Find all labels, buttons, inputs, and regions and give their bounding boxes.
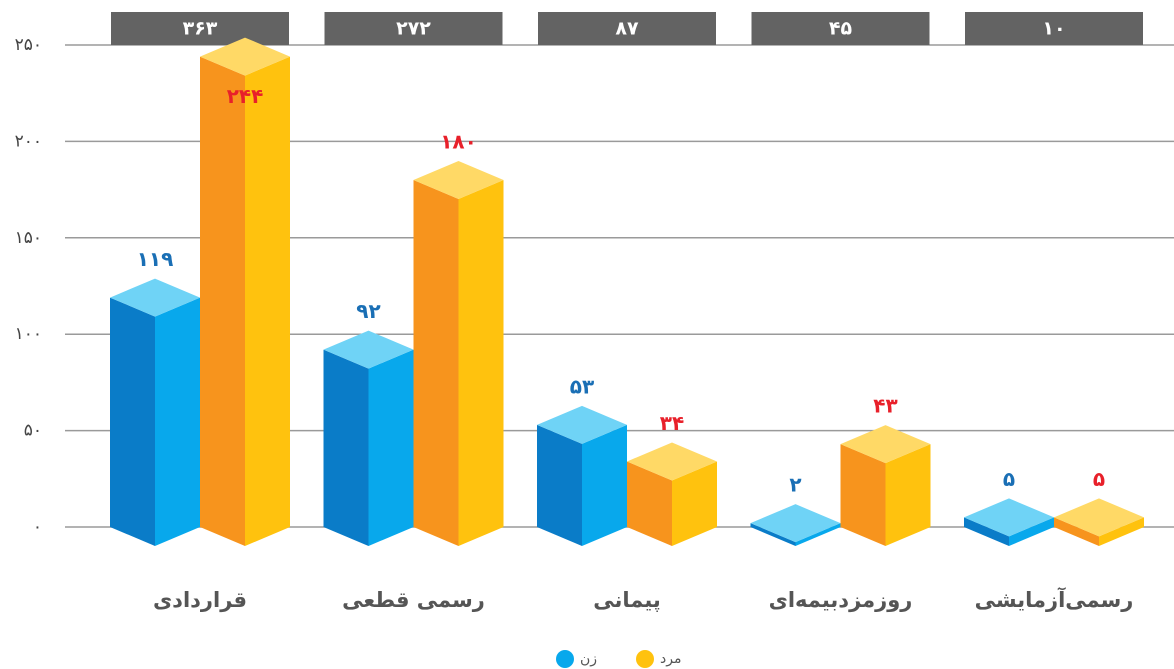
bar-right-face	[1099, 517, 1144, 546]
value-label: ۱۸۰	[440, 129, 477, 153]
bar	[750, 504, 841, 546]
bar-top	[413, 160, 504, 199]
bar-top	[200, 37, 290, 76]
bar-top	[627, 442, 717, 481]
bar-right-face	[582, 424, 627, 546]
total-box	[538, 12, 716, 45]
bar-left-face	[964, 517, 1009, 546]
y-tick-label: ۵۰	[24, 421, 42, 441]
legend-swatch	[556, 650, 574, 668]
bar	[627, 442, 717, 546]
y-tick-label: ۲۰۰	[15, 131, 42, 151]
x-tick-label: قراردادی	[153, 588, 247, 612]
total-box	[751, 12, 930, 45]
bar	[840, 425, 931, 546]
bar-top	[323, 330, 414, 369]
total-label: ۴۵	[829, 18, 853, 40]
value-label: ۳۴	[660, 411, 684, 435]
bar-left-face	[627, 461, 672, 546]
bar-left-face	[200, 56, 245, 547]
bar-right-face	[1009, 517, 1054, 546]
total-box	[965, 12, 1143, 45]
bar-left-face	[1054, 517, 1099, 546]
bar-top	[840, 425, 931, 464]
bar-left-face	[323, 349, 369, 546]
value-label: ۹۲	[356, 299, 380, 323]
bar-right-face	[795, 523, 841, 546]
value-label: ۵۳	[570, 374, 594, 398]
total-label: ۳۶۳	[183, 18, 218, 40]
value-label: ۲۴۴	[227, 84, 264, 108]
total-box	[111, 12, 289, 45]
y-tick-label: ۱۵۰	[15, 228, 42, 248]
y-tick-label: ۰	[33, 517, 42, 537]
value-label: ۴۳	[873, 394, 897, 418]
legend-label: مرد	[660, 651, 681, 667]
bar-right-face	[458, 179, 504, 546]
bar-right-face	[245, 56, 290, 547]
bar	[413, 160, 504, 546]
bar-right-face	[155, 297, 200, 546]
bar-top	[1054, 498, 1144, 537]
x-tick-label: رسمی قطعی	[342, 588, 485, 612]
bar-right-face	[368, 349, 414, 546]
y-tick-label: ۲۵۰	[15, 35, 42, 55]
legend-label: زن	[580, 651, 597, 667]
total-label: ۱۰	[1042, 18, 1065, 40]
bar-left-face	[413, 179, 459, 546]
value-label: ۲	[789, 473, 801, 497]
bar-right-face	[885, 444, 931, 546]
bar-top	[110, 278, 200, 317]
legend-swatch	[636, 650, 654, 668]
bar	[964, 498, 1054, 546]
bar-left-face	[750, 523, 796, 546]
bar	[537, 405, 627, 546]
bar	[323, 330, 414, 546]
y-tick-label: ۱۰۰	[15, 324, 42, 344]
bar	[1054, 498, 1144, 546]
bar-top	[537, 405, 627, 444]
total-label: ۲۷۲	[396, 18, 431, 40]
value-label: ۱۱۹	[137, 247, 174, 271]
x-tick-label: رسمی‌آزمایشی	[975, 587, 1134, 612]
bar	[200, 37, 290, 547]
bar-left-face	[110, 297, 155, 546]
bar-top	[964, 498, 1054, 537]
value-label: ۵	[1003, 467, 1015, 491]
x-tick-label: روزمزدبیمه‌ای	[769, 588, 913, 612]
total-label: ۸۷	[615, 18, 639, 40]
value-label: ۵	[1093, 467, 1105, 491]
bar-right-face	[672, 461, 717, 546]
bar-left-face	[840, 444, 886, 546]
bar-top	[750, 504, 841, 543]
bar	[110, 278, 200, 546]
x-tick-label: پیمانی	[593, 588, 661, 612]
total-box	[324, 12, 503, 45]
bar-left-face	[537, 424, 582, 546]
